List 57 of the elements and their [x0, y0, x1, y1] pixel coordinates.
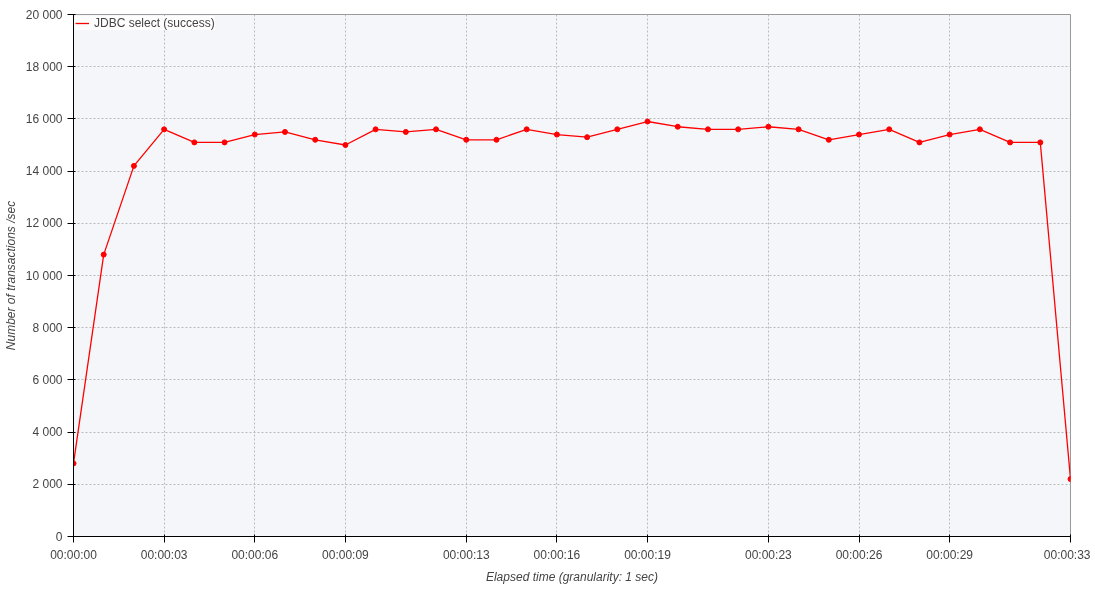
- y-tick-label: 14 000: [25, 164, 63, 179]
- x-tick-label: 00:00:33: [1043, 547, 1091, 562]
- point: [1037, 139, 1044, 146]
- x-tick-label: 00:00:00: [50, 547, 98, 562]
- x-tick-label: 00:00:23: [745, 547, 793, 562]
- point: [281, 128, 288, 135]
- y-tick-label: 18 000: [25, 59, 63, 74]
- point: [1007, 139, 1014, 146]
- point: [584, 134, 591, 141]
- x-tick-label: 00:00:09: [322, 547, 370, 562]
- point: [433, 126, 440, 133]
- point: [704, 126, 711, 133]
- point: [493, 136, 500, 143]
- point: [251, 131, 258, 138]
- x-tick-label: 00:00:03: [140, 547, 188, 562]
- y-tick-label: 8 000: [32, 320, 63, 335]
- point: [825, 136, 832, 143]
- y-tick-label: 4 000: [32, 425, 63, 440]
- point: [402, 128, 409, 135]
- point: [795, 126, 802, 133]
- text: JDBC select (success): [94, 16, 215, 30]
- x-tick-label: 00:00:26: [835, 547, 883, 562]
- y-tick-label: 0: [55, 529, 63, 544]
- point: [130, 162, 137, 169]
- point: [372, 126, 379, 133]
- y-tick-label: 12 000: [25, 216, 63, 231]
- point: [916, 139, 923, 146]
- point: [765, 123, 772, 130]
- point: [614, 126, 621, 133]
- point: [674, 123, 681, 130]
- point: [463, 136, 470, 143]
- point: [644, 118, 651, 125]
- x-tick-label: 00:00:06: [231, 547, 279, 562]
- y-tick-label: 16 000: [25, 111, 63, 126]
- point: [523, 126, 530, 133]
- point: [856, 131, 863, 138]
- point: [886, 126, 893, 133]
- point: [946, 131, 953, 138]
- x-tick-label: 00:00:16: [533, 547, 581, 562]
- y-axis-title: Number of transactions /sec: [3, 200, 18, 351]
- point: [735, 126, 742, 133]
- x-axis-title: Elapsed time (granularity: 1 sec): [485, 569, 659, 584]
- y-tick-label: 6 000: [32, 372, 63, 387]
- x-tick-label: 00:00:19: [624, 547, 672, 562]
- point: [191, 139, 198, 146]
- point: [312, 136, 319, 143]
- y-tick-label: 10 000: [25, 268, 63, 283]
- point: [976, 126, 983, 133]
- point: [342, 142, 349, 148]
- y-tick-label: 20 000: [25, 7, 63, 22]
- x-tick-label: 00:00:13: [442, 547, 490, 562]
- x-tick-label: 00:00:29: [926, 547, 974, 562]
- point: [553, 131, 560, 138]
- point: [221, 139, 228, 146]
- y-tick-label: 2 000: [32, 477, 63, 492]
- point: [100, 251, 107, 258]
- point: [161, 126, 168, 133]
